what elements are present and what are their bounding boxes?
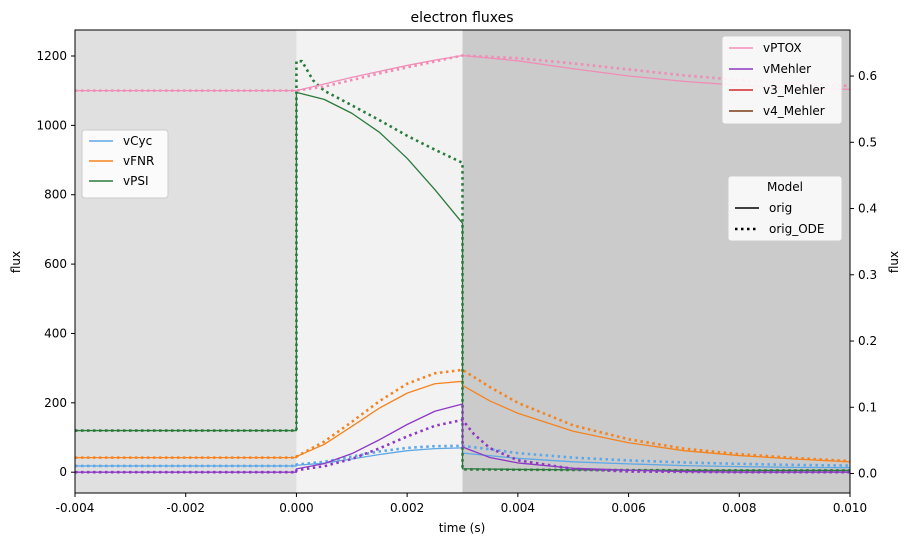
x-tick-label: 0.010 bbox=[833, 501, 867, 515]
y-left-tick-label: 600 bbox=[44, 257, 67, 271]
y-right-tick-label: 0.6 bbox=[858, 69, 877, 83]
legend-label-vcyc: vCyc bbox=[123, 134, 152, 148]
background-region-1 bbox=[296, 30, 463, 493]
chart-title: electron fluxes bbox=[410, 10, 513, 26]
y-right-tick-label: 0.4 bbox=[858, 202, 877, 216]
x-tick-label: 0.006 bbox=[611, 501, 645, 515]
legend-right-top: vPTOX vMehler v3_Mehler v4_Mehler bbox=[721, 35, 843, 125]
x-tick-label: 0.004 bbox=[501, 501, 535, 515]
y-left-tick-label: 1200 bbox=[36, 49, 67, 63]
y-right-tick-label: 0.1 bbox=[858, 400, 877, 414]
x-tick-label: -0.002 bbox=[166, 501, 205, 515]
legend-left: vCyc vFNR vPSI bbox=[81, 129, 169, 199]
y-right-tick-label: 0.2 bbox=[858, 334, 877, 348]
legend-label-vfnr: vFNR bbox=[123, 154, 154, 168]
legend-label-v3-mehler: v3_Mehler bbox=[763, 83, 825, 97]
y-right-tick-label: 0.3 bbox=[858, 268, 877, 282]
series-line-vptox-orig-ode bbox=[75, 54, 850, 92]
series-lines bbox=[75, 54, 850, 474]
legend-label-vpsi: vPSI bbox=[123, 174, 149, 188]
y-left-tick-label: 800 bbox=[44, 188, 67, 202]
legend-model-title: Model bbox=[767, 180, 803, 194]
legend-right-top-frame bbox=[721, 35, 843, 125]
series-line-vmehler-orig bbox=[75, 403, 850, 473]
legend-label-vptox: vPTOX bbox=[763, 41, 802, 55]
legend-label-vmehler: vMehler bbox=[763, 62, 811, 76]
y-left-tick-label: 200 bbox=[44, 396, 67, 410]
x-tick-label: 0.008 bbox=[722, 501, 756, 515]
legend-label-v4-mehler: v4_Mehler bbox=[763, 104, 825, 118]
legend-label-orig: orig bbox=[769, 201, 792, 215]
x-tick-label: 0.000 bbox=[279, 501, 313, 515]
x-tick-label: 0.002 bbox=[390, 501, 424, 515]
y-left-tick-label: 400 bbox=[44, 326, 67, 340]
legends: vCyc vFNR vPSI vPTOX vMehler v3_Mehler v4_Mehl… bbox=[81, 35, 843, 242]
y-right-tick-label: 0.5 bbox=[858, 135, 877, 149]
axes: -0.004 -0.002 0.000 0.002 0.004 0.006 0.008 0.0… bbox=[36, 49, 877, 515]
legend-model: Model orig orig_ODE bbox=[727, 175, 843, 242]
background-regions bbox=[75, 30, 850, 493]
y-axis-label-left: flux bbox=[9, 251, 23, 273]
legend-label-orig-ode: orig_ODE bbox=[769, 222, 825, 236]
legend-model-frame bbox=[727, 175, 843, 242]
y-left-tick-label: 0 bbox=[59, 465, 67, 479]
background-region-0 bbox=[75, 30, 297, 493]
y-right-tick-label: 0.0 bbox=[858, 467, 877, 481]
x-axis-label: time (s) bbox=[439, 521, 486, 535]
y-left-tick-label: 1000 bbox=[36, 118, 67, 132]
y-axis-label-right: flux bbox=[887, 251, 901, 273]
x-tick-label: -0.004 bbox=[56, 501, 95, 515]
plot-frame bbox=[74, 29, 851, 494]
